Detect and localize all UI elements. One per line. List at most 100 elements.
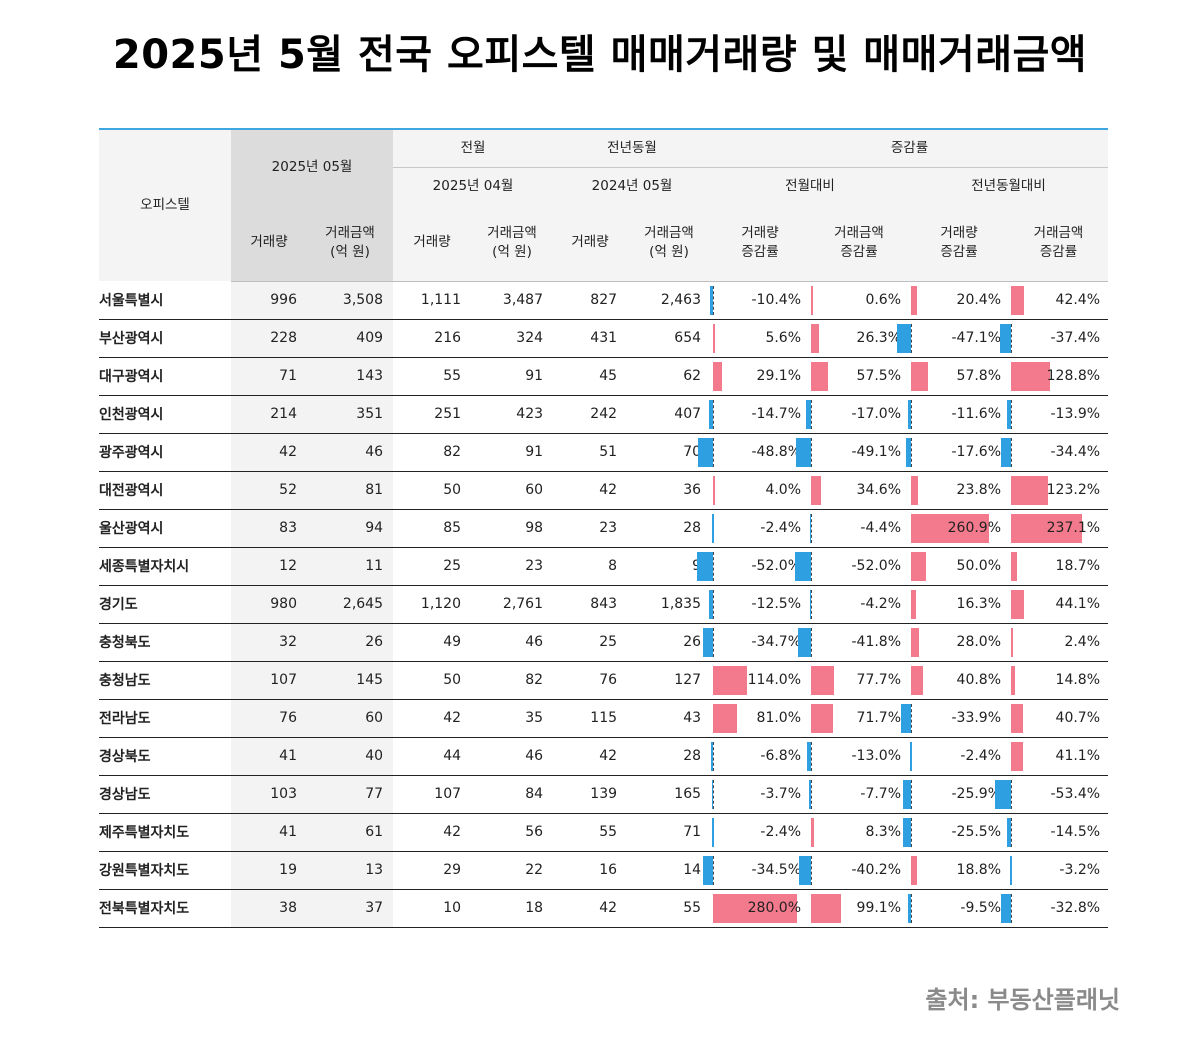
cell-prev-month-amount: 2,761: [471, 585, 554, 624]
bar-axis: [811, 741, 813, 771]
cell-yoy-volume-rate: -47.1%: [896, 319, 1010, 358]
bar-value-label: -17.0%: [851, 405, 902, 422]
bar-positive: [713, 665, 748, 695]
bar-negative: [710, 741, 714, 771]
bar-axis: [1011, 893, 1013, 923]
cell-prev-year-volume: 16: [553, 851, 628, 890]
cell-current-volume: 83: [231, 509, 307, 548]
bar-negative: [709, 589, 714, 619]
bar-value-label: 4.0%: [765, 481, 802, 498]
cell-current-amount: 143: [307, 357, 394, 396]
cell-current-amount: 94: [307, 509, 394, 548]
cell-prev-month-amount: 98: [471, 509, 554, 548]
cell-yoy-volume-rate: 260.9%: [909, 509, 1010, 548]
bar-axis: [713, 627, 715, 657]
bar-axis: [713, 437, 715, 467]
table-row: 세종특별자치시1211252389 -52.0% -52.0% 50.0% 18.7%: [99, 547, 1109, 586]
bar-value-label: 18.7%: [1055, 557, 1101, 574]
cell-prev-year-volume: 431: [553, 319, 628, 358]
bar-positive: [811, 323, 819, 353]
cell-prev-month-volume: 25: [393, 547, 472, 586]
cell-current-amount: 40: [307, 737, 394, 776]
cell-yoy-amount-rate: 42.4%: [1009, 281, 1109, 320]
bar-value-label: 57.5%: [856, 367, 902, 384]
cell-prev-year-amount: 654: [627, 319, 712, 358]
bar-negative: [702, 627, 714, 657]
bar-positive: [1011, 513, 1083, 543]
cell-mom-amount-rate: -7.7%: [808, 775, 910, 814]
bar-negative: [712, 817, 714, 847]
cell-yoy-volume-rate: -11.6%: [907, 395, 1010, 434]
bar-value-label: -10.4%: [751, 291, 802, 308]
bar-negative: [1006, 399, 1012, 429]
cell-prev-month-volume: 44: [393, 737, 472, 776]
cell-mom-volume-rate: 114.0%: [711, 661, 810, 700]
cell-mom-volume-rate: -48.8%: [698, 433, 810, 472]
bar-axis: [811, 513, 813, 543]
header-pm-volume: 거래량: [393, 205, 472, 282]
bar-negative: [709, 285, 714, 315]
bar-negative: [900, 703, 912, 733]
cell-current-amount: 145: [307, 661, 394, 700]
cell-mom-amount-rate: -41.8%: [798, 623, 910, 662]
header-py-volume: 거래량: [553, 205, 628, 282]
cell-mom-amount-rate: 57.5%: [809, 357, 910, 396]
bar-value-label: -48.8%: [751, 443, 802, 460]
bar-value-label: 2.4%: [1064, 633, 1101, 650]
bar-axis: [911, 703, 913, 733]
row-region: 충청남도: [99, 661, 231, 700]
bar-value-label: -52.0%: [751, 557, 802, 574]
cell-prev-month-volume: 10: [393, 889, 472, 928]
table-row: 경상북도 41 40 44 46 42 28 -6.8% -13.0% -2.4% 41.1%: [99, 737, 1109, 776]
cell-current-volume: 214: [231, 395, 307, 434]
cell-prev-year-amount: 55: [627, 889, 712, 928]
cell-current-volume: 76: [231, 699, 307, 738]
cell-prev-year-volume: 42: [553, 889, 628, 928]
bar-value-label: -2.4%: [760, 519, 802, 536]
bar-value-label: -53.4%: [1050, 785, 1101, 802]
cell-prev-month-amount: 56: [471, 813, 554, 852]
bar-negative: [711, 779, 714, 809]
header-prev-year-date: 2024년 05월: [553, 167, 712, 205]
bar-negative: [805, 399, 812, 429]
header-mom-amount-rate: 거래금액 증감률: [809, 205, 910, 282]
bar-axis: [811, 437, 813, 467]
cell-prev-month-amount: 423: [471, 395, 554, 434]
table-row: 인천광역시 214 351 251 423 242 407 -14.7% -17.0% -11.6…: [99, 395, 1109, 434]
bar-axis: [811, 855, 813, 885]
header-mom-volume-rate: 거래량 증감률: [711, 205, 810, 282]
cell-yoy-volume-rate: -25.9%: [903, 775, 1010, 814]
bar-value-label: 71.7%: [856, 709, 902, 726]
cell-current-volume: 38: [231, 889, 307, 928]
cell-prev-year-volume: 115: [553, 699, 628, 738]
bar-axis: [811, 589, 813, 619]
cell-current-volume: 107: [231, 661, 307, 700]
header-prev-month: 전월: [393, 128, 554, 168]
bar-negative: [1010, 855, 1012, 885]
bar-positive: [1011, 589, 1025, 619]
bar-value-label: -7.7%: [860, 785, 902, 802]
cell-mom-volume-rate: 29.1%: [711, 357, 810, 396]
bar-negative: [907, 399, 912, 429]
bar-value-label: 40.8%: [956, 671, 1002, 688]
header-vs-prev-month: 전월대비: [711, 167, 910, 205]
bar-positive: [713, 703, 738, 733]
header-cur-volume: 거래량: [231, 205, 307, 282]
bar-value-label: 280.0%: [747, 899, 802, 916]
cell-current-amount: 81: [307, 471, 394, 510]
cell-prev-month-amount: 60: [471, 471, 554, 510]
bar-value-label: -32.8%: [1050, 899, 1101, 916]
bar-value-label: 40.7%: [1055, 709, 1101, 726]
cell-prev-month-amount: 324: [471, 319, 554, 358]
bar-value-label: -4.2%: [860, 595, 902, 612]
cell-prev-month-volume: 251: [393, 395, 472, 434]
cell-yoy-amount-rate: -32.8%: [1001, 889, 1109, 928]
cell-mom-volume-rate: -3.7%: [711, 775, 810, 814]
cell-current-amount: 26: [307, 623, 394, 662]
cell-mom-volume-rate: -6.8%: [710, 737, 810, 776]
bar-negative: [896, 323, 912, 353]
bar-value-label: -3.7%: [760, 785, 802, 802]
bar-value-label: -17.6%: [951, 443, 1002, 460]
cell-prev-month-volume: 82: [393, 433, 472, 472]
cell-prev-month-amount: 23: [471, 547, 554, 586]
